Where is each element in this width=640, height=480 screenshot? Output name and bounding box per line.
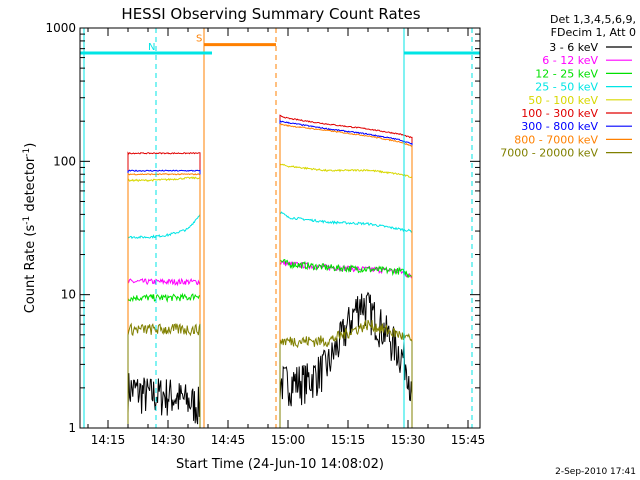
legend-label: 3 - 6 keV xyxy=(549,41,598,54)
series-line xyxy=(127,169,201,428)
legend-label: 50 - 100 keV xyxy=(528,94,598,107)
legend-label: 7000 - 20000 keV xyxy=(500,147,598,160)
y-label-part: Count Rate (s xyxy=(23,225,38,314)
series-line xyxy=(127,151,201,428)
series-line xyxy=(279,260,413,428)
series-trace xyxy=(127,260,413,428)
x-tick-label: 15:15 xyxy=(331,433,366,447)
y-axis-ticks: 1 10 100 1000 xyxy=(45,21,480,435)
x-tick-label: 14:30 xyxy=(151,433,186,447)
series-trace xyxy=(127,162,413,428)
y-tick-label: 1000 xyxy=(45,21,76,35)
legend: Det 1,3,4,5,6,9, FDecim 1, Att 0 3 - 6 k… xyxy=(500,13,636,160)
series-line xyxy=(279,319,413,428)
x-axis-ticks: 14:15 14:30 14:45 15:00 15:15 15:30 15:45 xyxy=(87,28,486,447)
legend-header-line: FDecim 1, Att 0 xyxy=(551,26,636,39)
plot-frame xyxy=(79,27,481,429)
y-label-part: detector xyxy=(23,156,38,216)
series-trace xyxy=(127,211,413,428)
series-line xyxy=(279,123,413,428)
series-line xyxy=(279,211,413,428)
legend-label: 300 - 800 keV xyxy=(521,120,598,133)
series-trace xyxy=(127,319,413,428)
legend-label: 12 - 25 keV xyxy=(535,67,598,80)
x-tick-label: 15:00 xyxy=(271,433,306,447)
series-line xyxy=(127,214,201,428)
chart-title: HESSI Observing Summary Count Rates xyxy=(121,5,420,23)
y-label-superscript: -1 xyxy=(22,148,32,157)
x-tick-label: 14:45 xyxy=(211,433,246,447)
flag-label: S xyxy=(196,34,202,45)
legend-header-line: Det 1,3,4,5,6,9, xyxy=(550,13,636,26)
series-trace xyxy=(127,291,413,428)
series-line xyxy=(127,277,201,428)
legend-label: 25 - 50 keV xyxy=(535,81,598,94)
series-line xyxy=(279,114,413,428)
y-tick-label: 1 xyxy=(68,421,76,435)
series-trace xyxy=(127,114,413,428)
legend-label: 100 - 300 keV xyxy=(521,107,598,120)
x-tick-label: 14:15 xyxy=(91,433,126,447)
x-tick-label: 15:30 xyxy=(391,433,426,447)
series-line xyxy=(279,162,413,428)
series-line xyxy=(127,373,201,428)
data-traces xyxy=(127,114,413,428)
series-line xyxy=(279,291,413,428)
series-trace xyxy=(127,258,413,428)
series-line xyxy=(279,258,413,428)
x-axis-label: Start Time (24-Jun-10 14:08:02) xyxy=(176,457,384,472)
y-tick-label: 10 xyxy=(61,288,76,302)
observing-flags: NS xyxy=(80,28,480,428)
legend-label: 800 - 7000 keV xyxy=(514,133,598,146)
series-line xyxy=(127,322,201,428)
series-line xyxy=(127,176,201,428)
series-line xyxy=(127,292,201,428)
series-line xyxy=(127,172,201,428)
date-stamp: 2-Sep-2010 17:41 xyxy=(555,467,636,477)
x-tick-label: 15:45 xyxy=(451,433,486,447)
series-line xyxy=(279,119,413,428)
y-label-part: ) xyxy=(23,143,38,148)
y-axis-label: Count Rate (s-1 detector-1) xyxy=(22,143,38,314)
flag-label: N xyxy=(148,42,155,53)
legend-label: 6 - 12 keV xyxy=(542,54,598,67)
series-trace xyxy=(127,119,413,428)
series-trace xyxy=(127,123,413,428)
y-label-superscript: -1 xyxy=(22,216,32,225)
y-tick-label: 100 xyxy=(53,154,76,168)
